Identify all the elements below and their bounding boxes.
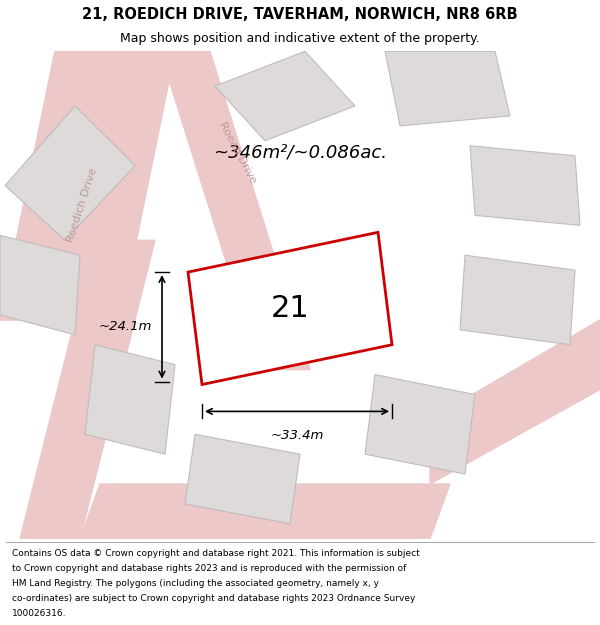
Polygon shape (0, 51, 175, 320)
Polygon shape (85, 345, 175, 454)
Polygon shape (20, 240, 155, 539)
Text: co-ordinates) are subject to Crown copyright and database rights 2023 Ordnance S: co-ordinates) are subject to Crown copyr… (12, 594, 415, 603)
Polygon shape (160, 51, 310, 369)
Polygon shape (80, 484, 450, 539)
Polygon shape (5, 106, 135, 240)
Text: 100026316.: 100026316. (12, 609, 67, 619)
Text: 21, ROEDICH DRIVE, TAVERHAM, NORWICH, NR8 6RB: 21, ROEDICH DRIVE, TAVERHAM, NORWICH, NR… (82, 7, 518, 22)
Text: HM Land Registry. The polygons (including the associated geometry, namely x, y: HM Land Registry. The polygons (includin… (12, 579, 379, 588)
Text: 21: 21 (271, 294, 310, 323)
Polygon shape (430, 320, 600, 484)
Text: ~24.1m: ~24.1m (98, 321, 152, 333)
Polygon shape (385, 51, 510, 126)
Polygon shape (215, 51, 355, 141)
Polygon shape (460, 255, 575, 345)
Text: Map shows position and indicative extent of the property.: Map shows position and indicative extent… (120, 32, 480, 45)
Text: to Crown copyright and database rights 2023 and is reproduced with the permissio: to Crown copyright and database rights 2… (12, 564, 406, 573)
Text: ~33.4m: ~33.4m (271, 429, 323, 442)
Polygon shape (0, 235, 80, 335)
Polygon shape (188, 232, 392, 384)
Text: ~346m²/~0.086ac.: ~346m²/~0.086ac. (213, 144, 387, 162)
Polygon shape (0, 51, 175, 320)
Polygon shape (185, 434, 300, 524)
Text: Roead Drive: Roead Drive (218, 120, 259, 185)
Text: Roedich Drive: Roedich Drive (65, 167, 99, 244)
Polygon shape (365, 374, 475, 474)
Text: Contains OS data © Crown copyright and database right 2021. This information is : Contains OS data © Crown copyright and d… (12, 549, 420, 558)
Polygon shape (470, 146, 580, 226)
